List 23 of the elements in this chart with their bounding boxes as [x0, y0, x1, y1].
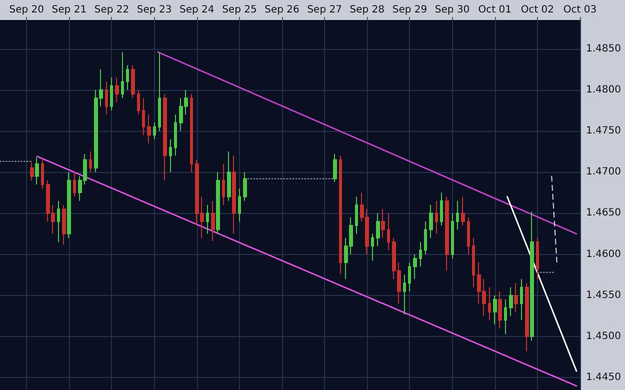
x-tick-label: Sep 22: [94, 4, 130, 16]
x-tick-label: Sep 28: [350, 4, 385, 16]
y-tick-label: 1.4450: [586, 372, 621, 384]
x-tick-label: Sep 26: [264, 4, 300, 16]
y-tick-label: 1.4850: [586, 43, 621, 54]
x-tick-label: Sep 27: [307, 4, 342, 16]
y-tick-label: 1.4550: [586, 290, 621, 301]
x-tick-label: Oct 03: [563, 4, 597, 16]
x-tick-label: Sep 21: [52, 4, 87, 16]
x-tick-label: Sep 30: [434, 4, 470, 16]
x-tick-label: Oct 02: [520, 4, 554, 16]
y-tick-label: 1.4650: [586, 208, 621, 219]
x-tick-label: Sep 24: [180, 4, 214, 16]
x-tick-label: Sep 23: [136, 4, 172, 16]
y-tick-label: 1.4700: [586, 166, 621, 178]
x-tick-label: Sep 29: [392, 4, 428, 16]
y-tick-label: 1.4800: [586, 84, 621, 96]
y-tick-label: 1.4750: [586, 126, 621, 136]
y-tick-label: 1.4600: [586, 248, 621, 260]
x-tick-label: Sep 20: [9, 4, 44, 16]
x-tick-label: Oct 01: [478, 4, 512, 16]
y-tick-label: 1.4500: [586, 331, 621, 342]
x-tick-label: Sep 25: [222, 4, 257, 16]
